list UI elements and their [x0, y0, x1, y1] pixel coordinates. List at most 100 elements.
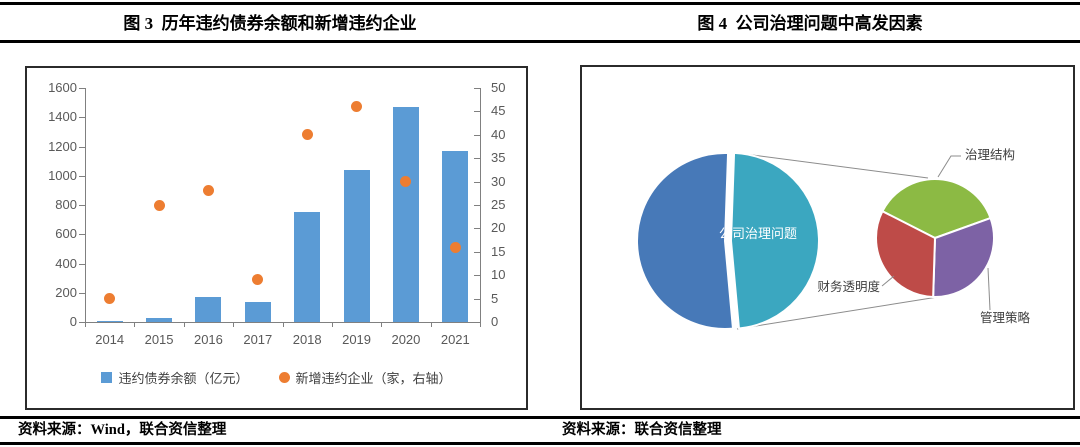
y-axis-tick-right	[474, 88, 480, 89]
y-axis-tick-left	[79, 205, 85, 206]
legend-label: 违约债券余额（亿元）	[118, 371, 249, 386]
bar	[146, 317, 173, 322]
y-axis-tick-right	[474, 181, 480, 183]
leader-line-management-strategy	[987, 267, 991, 311]
bar	[343, 169, 370, 322]
secondary-pie-slice	[932, 217, 995, 298]
y-axis-tick-left	[79, 234, 85, 236]
connector-line-top	[736, 152, 929, 179]
x-axis-label: 2014	[95, 332, 125, 347]
y-axis-tick-left	[79, 88, 85, 89]
y-axis-right-line	[480, 88, 481, 322]
figure3-legend: 违约债券余额（亿元） 新增违约企业（家，右轴）	[27, 368, 526, 387]
legend-item: 新增违约企业（家，右轴）	[278, 368, 452, 387]
x-axis-tick	[183, 322, 185, 327]
legend-square-marker-icon	[101, 372, 113, 383]
figure4-chart-frame: 公司治理问题 治理结构管理策略 财务透明度	[580, 65, 1075, 410]
y-axis-tick-left	[79, 117, 85, 119]
y-axis-label-right: 35	[491, 150, 506, 166]
pie-label-governance-structure: 治理结构	[965, 147, 1015, 162]
scatter-dot	[400, 176, 412, 188]
x-axis-tick	[331, 322, 333, 327]
y-axis-tick-right	[474, 275, 480, 277]
y-axis-label-left: 400	[55, 255, 77, 271]
bar	[195, 297, 222, 322]
x-axis-label: 2016	[193, 332, 223, 347]
x-axis-tick	[85, 322, 86, 327]
y-axis-label-left: 1200	[48, 138, 77, 154]
scatter-dot	[351, 101, 363, 113]
y-axis-tick-right	[474, 111, 480, 113]
y-axis-label-left: 1400	[48, 109, 77, 125]
pie-label-financial-transparency: 财务透明度	[817, 279, 880, 294]
bar	[244, 301, 271, 322]
y-axis-label-left: 1000	[48, 167, 77, 183]
secondary-pie-slice	[881, 178, 992, 239]
y-axis-label-left: 200	[55, 284, 77, 300]
y-axis-label-right: 45	[491, 103, 506, 119]
connector-line-bottom	[736, 295, 945, 330]
y-axis-tick-right	[474, 322, 480, 323]
bar	[392, 107, 419, 322]
scatter-dot	[202, 185, 214, 197]
y-axis-label-right: 40	[491, 126, 506, 142]
figure3-combo-chart: 0 200 400 600 800 1000 1200 1400 1600 0 5 10 15 20 25 3…	[27, 68, 526, 408]
y-axis-tick-right	[474, 205, 480, 206]
x-axis-label: 2019	[342, 332, 372, 347]
bar	[442, 150, 469, 322]
figure3-chart-frame: 0 200 400 600 800 1000 1200 1400 1600 0 5 10 15 20 25 3…	[25, 66, 528, 410]
x-axis-tick	[282, 322, 284, 327]
scatter-dot	[252, 274, 264, 286]
x-axis-tick	[381, 322, 383, 327]
top-rule	[0, 2, 1080, 5]
x-axis-label: 2018	[292, 332, 322, 347]
y-axis-label-right: 50	[491, 80, 506, 95]
y-axis-tick-right	[474, 298, 480, 300]
source-top-rule	[0, 416, 1080, 419]
y-axis-label-right: 10	[491, 267, 506, 283]
figure4-source: 资料来源：联合资信整理	[562, 422, 722, 438]
y-axis-label-left: 0	[69, 314, 77, 329]
y-axis-label-right: 0	[491, 314, 499, 329]
x-axis-label: 2015	[144, 332, 174, 347]
figure3-source: 资料来源：Wind，联合资信整理	[18, 422, 227, 438]
legend-label: 新增违约企业（家，右轴）	[295, 371, 452, 386]
secondary-pie-slice	[875, 210, 936, 298]
main-pie-inner-label: 公司治理问题	[719, 226, 797, 241]
x-axis-tick	[430, 322, 432, 327]
y-axis-label-right: 5	[491, 290, 499, 306]
y-axis-label-right: 25	[491, 197, 506, 212]
y-axis-label-right: 30	[491, 173, 506, 189]
scatter-dot	[301, 129, 313, 141]
figure3-title: 图 3 历年违约债券余额和新增违约企业	[123, 14, 417, 33]
y-axis-tick-left	[79, 292, 85, 294]
main-pie-slice	[729, 151, 820, 330]
bottom-rule	[0, 442, 1080, 445]
x-axis-tick	[480, 322, 481, 327]
legend-circle-marker-icon	[278, 372, 290, 383]
y-axis-tick-right	[474, 251, 480, 253]
y-axis-tick-left	[79, 175, 85, 177]
y-axis-tick-left	[79, 146, 85, 148]
scatter-dot	[104, 293, 116, 305]
x-axis-label: 2020	[391, 332, 421, 347]
pie-label-management-strategy: 管理策略	[980, 310, 1031, 325]
y-axis-tick-right	[474, 228, 480, 230]
x-axis-label: 2017	[243, 332, 273, 347]
leader-line-financial-transparency	[881, 275, 895, 287]
main-pie-slice	[636, 152, 734, 330]
y-axis-label-left: 1600	[48, 80, 77, 95]
y-axis-tick-right	[474, 134, 480, 136]
title-bottom-rule	[0, 40, 1080, 43]
x-axis-label: 2021	[440, 332, 470, 347]
y-axis-label-left: 600	[55, 226, 77, 242]
leader-line-governance-structure	[937, 155, 961, 178]
bar	[96, 320, 123, 322]
scatter-dot	[153, 199, 165, 211]
x-axis-tick	[233, 322, 235, 327]
legend-item: 违约债券余额（亿元）	[101, 368, 249, 387]
y-axis-tick-left	[79, 263, 85, 265]
bar	[294, 212, 321, 322]
